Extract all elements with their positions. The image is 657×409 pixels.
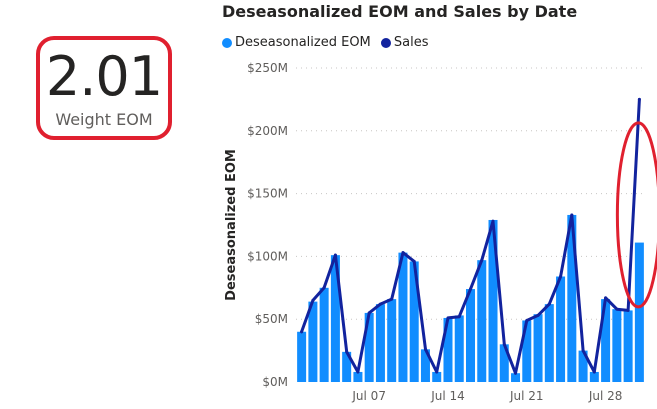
- bar: [297, 331, 307, 382]
- y-tick-label: $150M: [247, 187, 288, 201]
- bar: [589, 371, 599, 382]
- x-tick-label: Jul 21: [509, 389, 544, 403]
- legend-item-deseasonalized-eom[interactable]: Deseasonalized EOM: [222, 35, 371, 50]
- bar: [556, 276, 566, 382]
- sales-point: [626, 308, 630, 312]
- bar: [353, 371, 363, 382]
- bar: [522, 320, 532, 382]
- legend-label: Sales: [393, 35, 429, 50]
- sales-point: [480, 258, 484, 262]
- bar: [578, 350, 588, 382]
- bar: [533, 314, 543, 382]
- x-tick-label: Jul 14: [430, 389, 465, 403]
- sales-point: [502, 342, 506, 346]
- sales-point: [435, 370, 439, 374]
- y-tick-label: $100M: [247, 249, 288, 263]
- bar: [398, 252, 408, 382]
- y-tick-label: $250M: [247, 61, 288, 75]
- bar: [454, 315, 464, 382]
- bar: [612, 309, 622, 382]
- bar: [319, 287, 329, 382]
- sales-point: [615, 307, 619, 311]
- y-tick-label: $0M: [262, 375, 288, 389]
- chart-legend: Deseasonalized EOM Sales: [222, 35, 435, 53]
- sales-point: [592, 370, 596, 374]
- bar: [409, 261, 419, 382]
- kpi-value: 2.01: [45, 45, 163, 108]
- bar: [511, 373, 521, 382]
- bar: [601, 299, 611, 382]
- bar: [499, 344, 509, 382]
- bar: [432, 371, 442, 382]
- bar: [420, 349, 430, 382]
- x-tick-label: Jul 28: [588, 389, 623, 403]
- x-tick-label: Jul 07: [351, 389, 386, 403]
- bar: [488, 219, 498, 382]
- bar: [544, 304, 554, 382]
- sales-point: [491, 219, 495, 223]
- bar: [443, 317, 453, 382]
- sales-point: [581, 349, 585, 353]
- legend-dot-icon: [380, 37, 391, 48]
- y-tick-label: $200M: [247, 124, 288, 138]
- bar: [623, 310, 633, 382]
- y-tick-label: $50M: [255, 312, 288, 326]
- bar: [330, 255, 340, 382]
- bar: [364, 312, 374, 382]
- chart-title: Deseasonalized EOM and Sales by Date: [222, 2, 578, 21]
- sales-point: [570, 213, 574, 217]
- sales-point: [559, 274, 563, 278]
- bar: [634, 242, 644, 382]
- sales-point: [345, 350, 349, 354]
- sales-point: [390, 297, 394, 301]
- sales-point: [412, 259, 416, 263]
- sales-point: [637, 97, 641, 101]
- sales-point: [457, 315, 461, 319]
- sales-point: [378, 302, 382, 306]
- bar: [375, 304, 385, 382]
- sales-point: [401, 251, 405, 255]
- bar: [387, 299, 397, 382]
- bar: [308, 301, 318, 382]
- sales-point: [446, 316, 450, 320]
- bar: [567, 214, 577, 382]
- sales-point: [333, 253, 337, 257]
- sales-point: [514, 371, 518, 375]
- legend-item-sales[interactable]: Sales: [380, 35, 429, 50]
- sales-point: [525, 318, 529, 322]
- bar: [477, 260, 487, 382]
- sales-point: [547, 302, 551, 306]
- sales-point: [536, 313, 540, 317]
- bar: [342, 351, 352, 382]
- highlight-ellipse: [615, 121, 657, 309]
- legend-label: Deseasonalized EOM: [235, 35, 371, 50]
- sales-point: [322, 286, 326, 290]
- sales-point: [604, 296, 608, 300]
- kpi-label: Weight EOM: [55, 110, 153, 129]
- legend-dot-icon: [222, 37, 232, 48]
- sales-point: [469, 287, 472, 291]
- sales-point: [367, 311, 371, 315]
- sales-point: [311, 298, 315, 302]
- sales-point: [300, 330, 304, 334]
- sales-point: [356, 370, 360, 374]
- weight-eom-card[interactable]: 2.01 Weight EOM: [36, 36, 172, 140]
- y-axis-title: Deseasonalized EOM: [224, 149, 239, 301]
- sales-point: [423, 347, 427, 351]
- bar: [465, 289, 476, 382]
